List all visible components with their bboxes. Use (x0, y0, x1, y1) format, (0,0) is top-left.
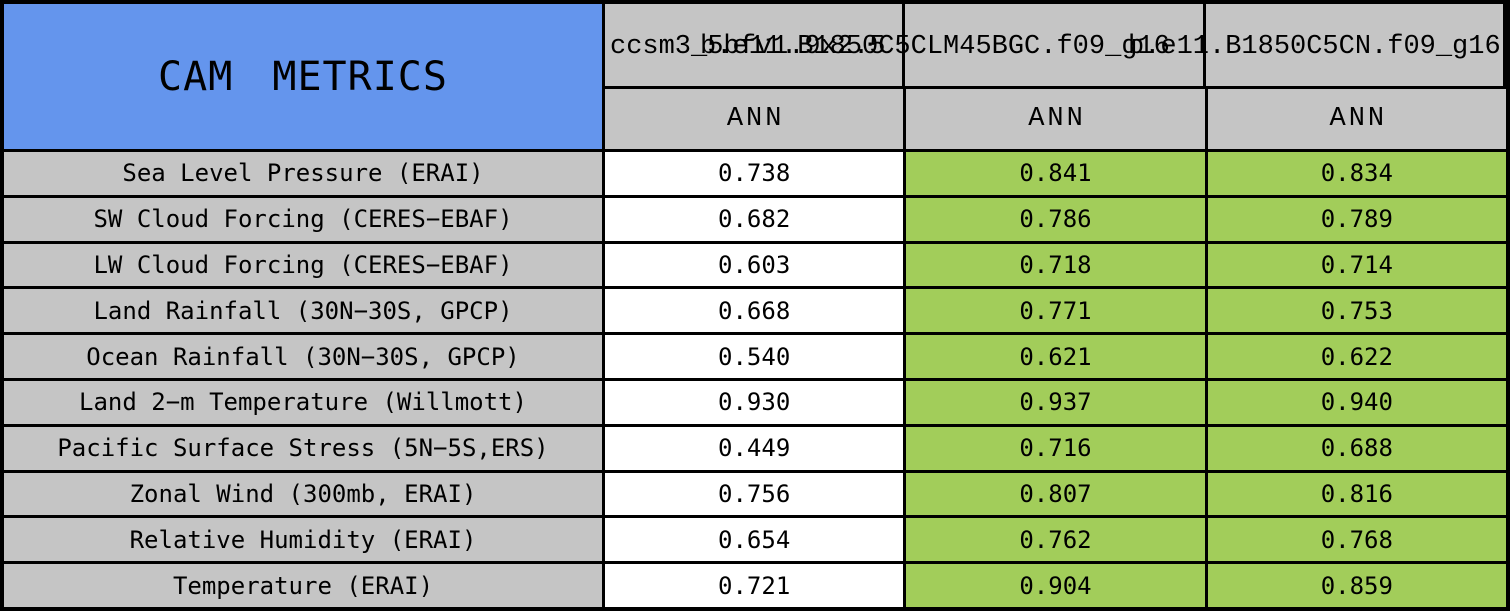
season-row: ANN ANN ANN (605, 89, 1506, 149)
season-label-3: ANN (1329, 104, 1388, 134)
table-header: CAM METRICS ccsm3_5bfv1.9x2.5 b.e11.B185… (4, 4, 1506, 152)
metric-value: 0.834 (1207, 152, 1506, 195)
metric-value: 0.688 (1207, 426, 1506, 470)
metric-value: 0.940 (1207, 380, 1506, 424)
table-row: Relative Humidity (ERAI) 0.654 0.762 0.7… (4, 518, 1506, 565)
metric-label: Sea Level Pressure (ERAI) (4, 152, 605, 195)
metric-value: 0.930 (605, 380, 907, 424)
metric-value: 0.621 (906, 335, 1208, 378)
table-row: LW Cloud Forcing (CERES−EBAF) 0.603 0.71… (4, 243, 1506, 290)
table-row: Sea Level Pressure (ERAI) 0.738 0.841 0.… (4, 152, 1506, 198)
metric-value: 0.762 (906, 518, 1208, 562)
metric-value: 0.807 (906, 472, 1208, 516)
metric-value: 0.753 (1207, 289, 1506, 333)
header-columns: ccsm3_5bfv1.9x2.5 b.e11.B1850C5CLM45BGC.… (605, 4, 1506, 149)
metric-label: Land Rainfall (30N−30S, GPCP) (4, 289, 605, 333)
model-header-cell-2 (905, 4, 1206, 86)
season-header-cell-3: ANN (1208, 89, 1506, 149)
season-header-cell-1: ANN (605, 89, 907, 149)
metric-label: Temperature (ERAI) (4, 564, 605, 607)
metric-value: 0.786 (906, 197, 1208, 241)
table-row: Land 2−m Temperature (Willmott) 0.930 0.… (4, 380, 1506, 427)
metric-value: 0.816 (1207, 472, 1506, 516)
season-header-cell-2: ANN (906, 89, 1208, 149)
metric-value: 0.937 (906, 380, 1208, 424)
metric-value: 0.859 (1207, 564, 1506, 607)
metric-value: 0.682 (605, 197, 907, 241)
metric-value: 0.841 (906, 152, 1208, 195)
metric-value: 0.603 (605, 243, 907, 287)
metric-value: 0.718 (906, 243, 1208, 287)
metric-value: 0.714 (1207, 243, 1506, 287)
metric-value: 0.738 (605, 152, 907, 195)
metric-value: 0.654 (605, 518, 907, 562)
metric-label: SW Cloud Forcing (CERES−EBAF) (4, 197, 605, 241)
table-title: CAM METRICS (158, 53, 448, 100)
metric-label: Relative Humidity (ERAI) (4, 518, 605, 562)
table-row: Temperature (ERAI) 0.721 0.904 0.859 (4, 564, 1506, 607)
model-name-row: ccsm3_5bfv1.9x2.5 b.e11.B1850C5CLM45BGC.… (605, 4, 1506, 89)
metric-label: Ocean Rainfall (30N−30S, GPCP) (4, 335, 605, 378)
table-row: Pacific Surface Stress (5N−5S,ERS) 0.449… (4, 426, 1506, 473)
metric-value: 0.789 (1207, 197, 1506, 241)
metric-label: Land 2−m Temperature (Willmott) (4, 380, 605, 424)
metric-value: 0.756 (605, 472, 907, 516)
model-header-cell-3 (1206, 4, 1506, 86)
metric-label: LW Cloud Forcing (CERES−EBAF) (4, 243, 605, 287)
table-title-cell: CAM METRICS (4, 4, 605, 149)
metric-value: 0.622 (1207, 335, 1506, 378)
table-row: Zonal Wind (300mb, ERAI) 0.756 0.807 0.8… (4, 472, 1506, 519)
metric-value: 0.771 (906, 289, 1208, 333)
metric-value: 0.768 (1207, 518, 1506, 562)
metric-value: 0.716 (906, 426, 1208, 470)
metric-label: Zonal Wind (300mb, ERAI) (4, 472, 605, 516)
metric-value: 0.449 (605, 426, 907, 470)
season-label-1: ANN (726, 104, 785, 134)
model-header-cell-1 (605, 4, 906, 86)
table-row: Land Rainfall (30N−30S, GPCP) 0.668 0.77… (4, 289, 1506, 336)
metric-value: 0.668 (605, 289, 907, 333)
metric-label: Pacific Surface Stress (5N−5S,ERS) (4, 426, 605, 470)
metric-value: 0.540 (605, 335, 907, 378)
table-row: SW Cloud Forcing (CERES−EBAF) 0.682 0.78… (4, 197, 1506, 244)
season-label-2: ANN (1028, 104, 1086, 134)
metric-value: 0.904 (906, 564, 1208, 607)
metric-value: 0.721 (605, 564, 907, 607)
table-row: Ocean Rainfall (30N−30S, GPCP) 0.540 0.6… (4, 335, 1506, 381)
